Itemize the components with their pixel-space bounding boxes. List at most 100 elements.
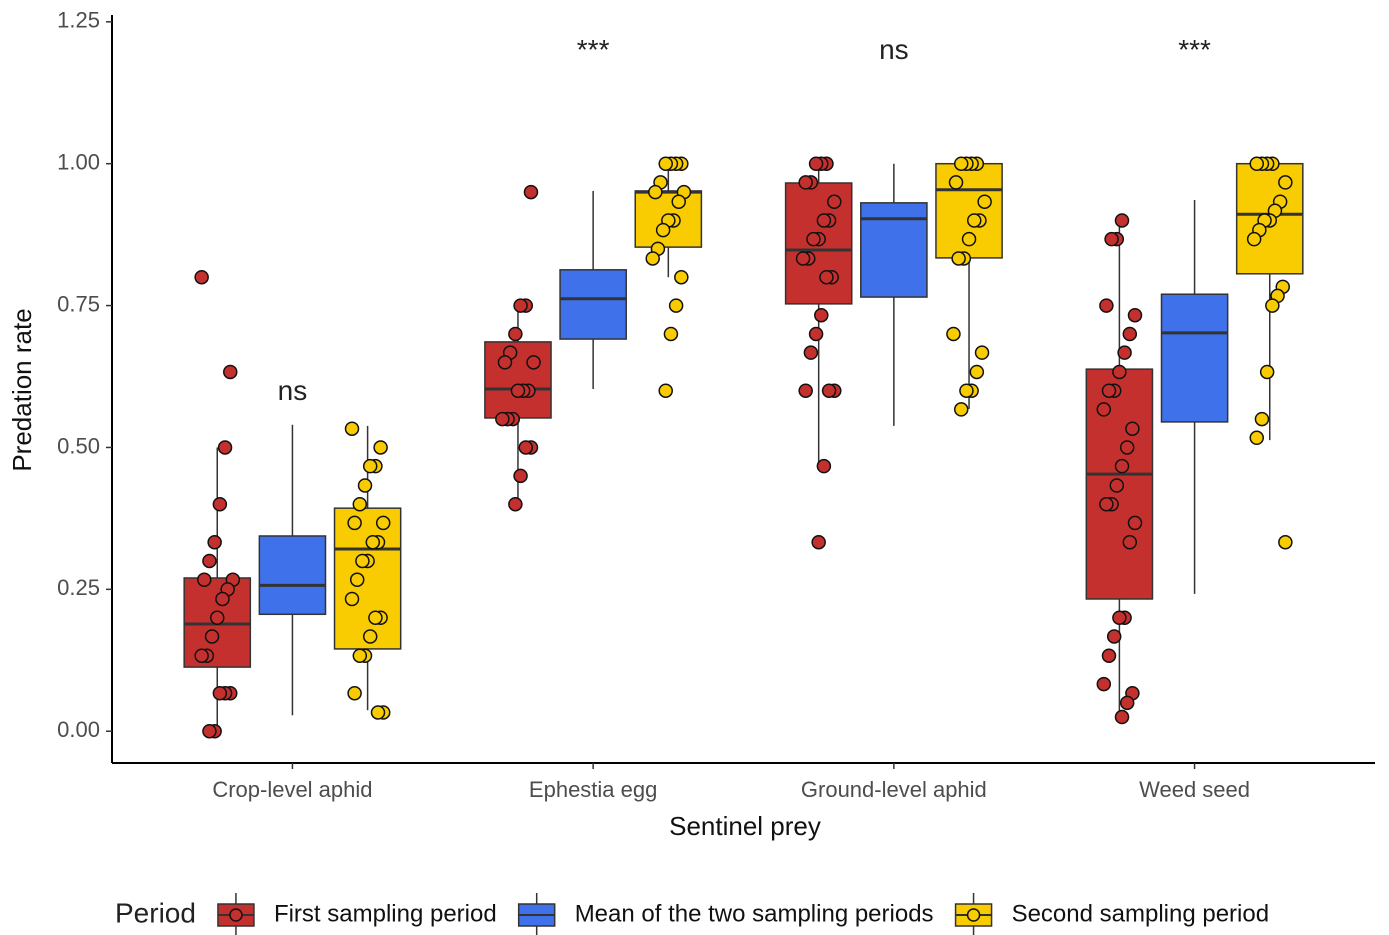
y-tick-label: 0.00 [57, 717, 100, 742]
data-point [207, 534, 222, 550]
x-axis-title: Sentinel prey [669, 811, 821, 841]
data-point [357, 478, 373, 493]
data-point [1249, 156, 1264, 171]
legend-label: Mean of the two sampling periods [575, 900, 934, 927]
data-point [946, 326, 961, 342]
y-tick-label: 0.75 [57, 291, 100, 316]
data-point [212, 685, 228, 701]
data-point [370, 705, 386, 720]
data-point [347, 685, 362, 701]
data-point [1127, 307, 1143, 323]
data-point [1249, 430, 1264, 446]
data-point [344, 421, 360, 436]
legend-label: Second sampling period [1012, 900, 1270, 927]
data-point [362, 629, 378, 644]
x-tick-label: Crop-level aphid [212, 777, 372, 802]
box [484, 341, 552, 419]
data-point [1112, 364, 1127, 380]
data-point [658, 156, 673, 171]
data-point [1246, 231, 1262, 247]
data-point [655, 222, 671, 238]
data-point [513, 298, 528, 313]
data-point [212, 496, 228, 512]
data-point [1278, 534, 1293, 550]
data-point [215, 591, 230, 607]
data-point [1119, 440, 1135, 455]
data-point [798, 175, 813, 190]
box [860, 202, 928, 298]
data-point [344, 591, 360, 607]
data-point [518, 440, 534, 455]
data-point [375, 515, 391, 531]
data-point [217, 440, 233, 455]
y-tick-label: 1.25 [57, 8, 100, 33]
data-point [1117, 345, 1132, 360]
data-point [827, 194, 842, 209]
data-point [671, 194, 686, 209]
data-point [953, 156, 969, 171]
data-point [1127, 515, 1143, 531]
data-point [1106, 629, 1122, 644]
data-point [349, 572, 365, 587]
data-point [1125, 421, 1140, 436]
data-point [194, 648, 209, 663]
data-point [347, 515, 362, 531]
data-point [202, 553, 217, 569]
data-point [668, 298, 684, 313]
data-point [373, 440, 388, 455]
legend-title: Period [115, 897, 196, 928]
data-point [1104, 231, 1119, 247]
data-point [1109, 478, 1125, 493]
data-point [816, 458, 832, 474]
data-point [821, 383, 837, 398]
data-point [508, 496, 523, 512]
data-point [1099, 496, 1114, 512]
data-point [961, 231, 977, 247]
annotation: *** [1178, 34, 1211, 65]
y-axis-title: Predation rate [7, 308, 37, 471]
data-point [1119, 695, 1135, 711]
data-point [953, 402, 969, 417]
data-point [674, 269, 689, 285]
data-point [497, 355, 513, 370]
x-tick-label: Ground-level aphid [801, 777, 987, 802]
data-point [194, 269, 209, 285]
box [1160, 293, 1229, 423]
data-point [814, 307, 829, 323]
data-point [803, 345, 819, 360]
data-point [948, 175, 964, 190]
data-point [811, 534, 826, 550]
data-point [1096, 676, 1112, 692]
data-point [1122, 326, 1138, 342]
data-point [1259, 364, 1275, 380]
data-point [204, 629, 220, 644]
y-tick-label: 0.50 [57, 433, 100, 458]
data-point [508, 326, 523, 342]
data-point [352, 496, 368, 512]
data-point [1114, 458, 1130, 474]
data-point [1099, 298, 1114, 313]
data-point [1096, 402, 1112, 417]
data-point [1254, 411, 1270, 427]
annotation: ns [879, 34, 909, 65]
y-tick-label: 0.25 [57, 575, 100, 600]
legend-key-point [966, 908, 981, 922]
data-point [658, 383, 673, 398]
data-point [648, 184, 663, 200]
box [559, 269, 627, 340]
x-tick-label: Weed seed [1139, 777, 1250, 802]
plot-area: 0.00 0.25 0.50 0.75 1.00 1.25 Crop-level aphid… [57, 8, 1375, 802]
annotation: ns [278, 375, 308, 406]
data-point [355, 553, 370, 569]
data-point [645, 251, 660, 266]
data-point [197, 572, 212, 587]
box [258, 535, 327, 616]
data-point [806, 231, 821, 247]
data-point [223, 364, 238, 380]
data-point [816, 213, 832, 228]
data-point [808, 156, 824, 171]
data-point [210, 610, 225, 625]
data-point [663, 326, 679, 342]
data-point [966, 213, 982, 228]
